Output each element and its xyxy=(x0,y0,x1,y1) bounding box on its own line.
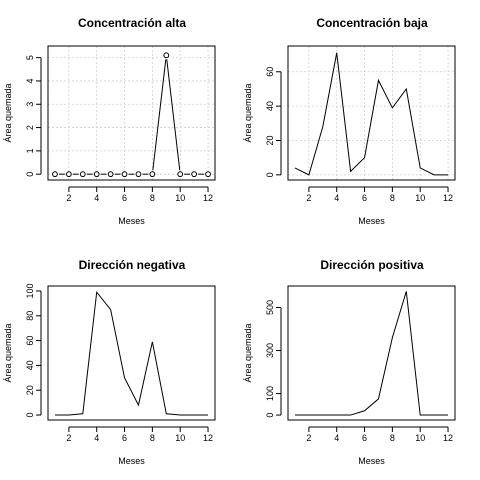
chart-title: Concentración baja xyxy=(316,16,428,30)
data-point xyxy=(93,171,100,178)
x-axis-label: Meses xyxy=(358,456,385,466)
y-tick-label: 0 xyxy=(265,413,275,418)
x-tick-label: 12 xyxy=(203,433,213,443)
y-tick-label: 40 xyxy=(25,360,35,370)
x-tick-label: 10 xyxy=(415,433,425,443)
y-tick-label: 100 xyxy=(25,283,35,298)
y-tick-label: 5 xyxy=(25,55,35,60)
x-tick-label: 4 xyxy=(334,193,339,203)
data-point xyxy=(79,171,86,178)
panel-4: Dirección positiva 2 4 6 8 10 12 0 100 300 500 Mese… xyxy=(243,258,456,466)
series-segment xyxy=(152,59,167,171)
x-tick-label: 8 xyxy=(150,433,155,443)
series-line xyxy=(54,290,209,416)
chart-title: Dirección positiva xyxy=(320,258,424,272)
data-point xyxy=(205,171,211,178)
data-point xyxy=(65,171,72,178)
panel-2: Concentración baja 2 4 6 8 10 12 0 20 40 60 Meses Ár… xyxy=(243,16,456,226)
y-axis-label: Área quemada xyxy=(3,323,13,382)
chart-title: Dirección negativa xyxy=(79,258,186,272)
y-tick-label: 60 xyxy=(265,67,275,77)
x-tick-label: 8 xyxy=(390,193,395,203)
y-tick-label: 80 xyxy=(25,311,35,321)
x-tick-label: 10 xyxy=(175,433,185,443)
series-line xyxy=(294,52,449,176)
data-point xyxy=(107,171,114,178)
x-tick-label: 2 xyxy=(66,193,71,203)
y-tick-label: 40 xyxy=(265,101,275,111)
x-tick-label: 12 xyxy=(443,193,453,203)
x-tick-label: 2 xyxy=(306,433,311,443)
data-point xyxy=(177,171,184,178)
y-tick-label: 500 xyxy=(265,300,275,315)
x-tick-label: 2 xyxy=(66,433,71,443)
y-tick-label: 0 xyxy=(25,172,35,177)
y-tick-label: 3 xyxy=(25,102,35,107)
y-axis-label: Área quemada xyxy=(3,83,13,142)
y-tick-label: 0 xyxy=(25,413,35,418)
x-tick-label: 6 xyxy=(362,433,367,443)
y-tick-label: 300 xyxy=(265,343,275,358)
plot-frame xyxy=(47,45,216,181)
x-axis-label: Meses xyxy=(118,216,145,226)
x-tick-label: 8 xyxy=(390,433,395,443)
x-tick-label: 10 xyxy=(175,193,185,203)
series-line xyxy=(294,291,449,416)
data-point xyxy=(121,171,128,178)
x-axis-label: Meses xyxy=(118,456,145,466)
x-tick-label: 6 xyxy=(122,193,127,203)
data-point xyxy=(163,52,170,59)
x-tick-label: 12 xyxy=(443,433,453,443)
x-tick-label: 8 xyxy=(150,193,155,203)
y-tick-label: 2 xyxy=(25,125,35,130)
x-tick-label: 6 xyxy=(362,193,367,203)
y-tick-label: 100 xyxy=(265,386,275,401)
plot-frame xyxy=(47,285,216,421)
x-tick-label: 4 xyxy=(334,433,339,443)
chart-title: Concentración alta xyxy=(78,16,186,30)
y-tick-label: 1 xyxy=(25,148,35,153)
x-axis-label: Meses xyxy=(358,216,385,226)
plot-frame xyxy=(287,285,456,421)
plot-frame xyxy=(287,45,456,181)
x-tick-label: 2 xyxy=(306,193,311,203)
x-tick-label: 4 xyxy=(94,433,99,443)
y-tick-label: 60 xyxy=(25,336,35,346)
data-point xyxy=(135,171,142,178)
x-tick-label: 6 xyxy=(122,433,127,443)
data-point xyxy=(191,171,198,178)
y-tick-label: 20 xyxy=(25,385,35,395)
y-tick-label: 4 xyxy=(25,78,35,83)
x-tick-label: 12 xyxy=(203,193,213,203)
data-point xyxy=(52,171,58,178)
series-segment xyxy=(166,59,181,171)
y-tick-label: 20 xyxy=(265,135,275,145)
data-point xyxy=(149,171,156,178)
panel-3: Dirección negativa 2 4 6 8 10 12 0 20 40 60 80 100 Me… xyxy=(3,258,216,466)
y-axis-label: Área quemada xyxy=(243,323,253,382)
x-tick-label: 10 xyxy=(415,193,425,203)
y-tick-label: 0 xyxy=(265,172,275,177)
x-tick-label: 4 xyxy=(94,193,99,203)
y-axis-label: Área quemada xyxy=(243,83,253,142)
